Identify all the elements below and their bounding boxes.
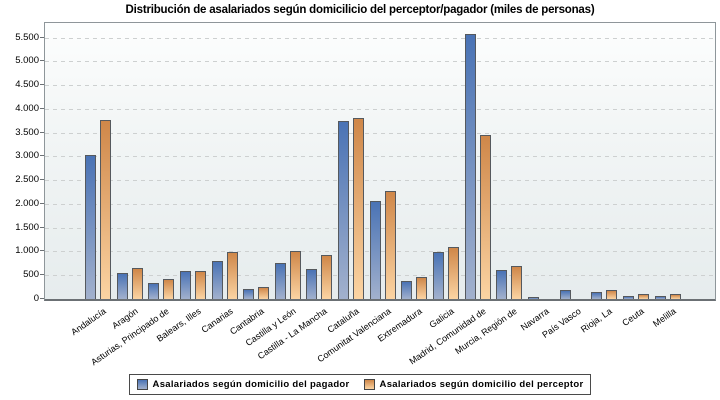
y-axis-tick-label: 0 [33,293,39,304]
y-axis-tick-label: 2.500 [15,174,39,186]
bar-pagador [179,270,191,299]
plot-area [44,22,716,301]
bar-pagador [433,251,445,299]
bar-perceptor [479,134,491,299]
bar-perceptor [194,271,206,299]
bar-perceptor [637,294,649,299]
y-axis-tick-label: 5.500 [15,31,39,43]
y-axis-tick [40,274,44,276]
y-axis-tick [40,155,44,157]
bar-perceptor [100,120,111,299]
legend-label: Asalariados según domicilio del pagador [152,379,350,390]
legend-box: Asalariados según domicilio del pagador A… [128,374,592,395]
bar-perceptor [448,246,460,299]
chart-title: Distribución de asalariados según domici… [125,4,595,16]
bar-perceptor [226,251,238,299]
legend-swatch-icon [136,379,148,390]
bar-pagador [559,290,571,299]
bar-perceptor [606,289,618,299]
y-axis-tick-label: 3.500 [15,126,39,138]
y-axis-tick [40,226,44,228]
bar-pagador [338,120,350,299]
gridline [45,132,715,134]
legend-swatch-icon [363,379,375,390]
bar-pagador [116,273,128,299]
bar-perceptor [289,251,301,299]
legend-label: Asalariados según domicilio del percepto… [379,379,584,390]
bar-pagador [306,268,318,299]
bar-perceptor [353,118,365,299]
bar-perceptor [416,277,428,299]
bar-perceptor [131,268,143,299]
bar-perceptor [258,287,270,299]
y-axis-tick [40,250,44,252]
y-axis-tick-label: 1.000 [15,245,39,257]
bar-pagador [148,283,160,299]
y-axis-tick [40,84,44,86]
bar-pagador [496,269,508,299]
bar-pagador [274,263,286,299]
bar-pagador [85,154,96,299]
y-axis-tick-label: 500 [23,269,39,281]
bar-perceptor [384,190,396,299]
y-axis-tick-label: 5.000 [15,55,39,67]
y-axis-tick [40,107,44,109]
legend-item: Asalariados según domicilio del pagador [136,379,350,390]
gridline [45,108,715,110]
gridline [45,85,715,87]
y-axis-tick [40,36,44,38]
y-axis-tick [40,179,44,181]
bar-perceptor [321,254,333,299]
gridline [45,180,715,182]
bar-pagador [243,288,255,299]
y-axis-tick-label: 2.000 [15,197,39,209]
bar-pagador [622,295,634,299]
y-axis-tick-label: 4.000 [15,102,39,114]
y-axis-tick [40,298,44,299]
gridline [45,37,715,39]
gridline [45,156,715,158]
y-axis-tick-label: 3.000 [15,150,39,162]
bar-pagador [464,33,476,299]
bar-perceptor [511,265,523,299]
bar-pagador [211,260,223,299]
legend-item: Asalariados según domicilio del percepto… [363,379,584,390]
bar-pagador [401,281,413,299]
bar-perceptor [163,279,175,299]
y-axis-tick [40,131,44,133]
gridline [45,61,715,63]
bar-pagador [654,295,666,299]
bar-pagador [527,296,539,299]
y-axis-tick-label: 4.500 [15,79,39,91]
y-axis-tick-label: 1.500 [15,221,39,233]
y-axis-tick [40,60,44,62]
bar-pagador [591,291,603,299]
bar-perceptor [669,293,681,299]
legend: Asalariados según domicilio del pagador A… [0,374,720,395]
y-axis-tick [40,202,44,204]
bar-pagador [369,200,381,299]
